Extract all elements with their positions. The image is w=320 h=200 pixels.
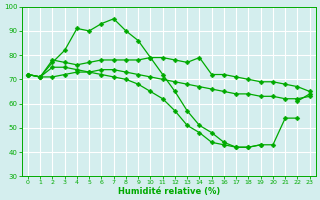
X-axis label: Humidité relative (%): Humidité relative (%) [118, 187, 220, 196]
